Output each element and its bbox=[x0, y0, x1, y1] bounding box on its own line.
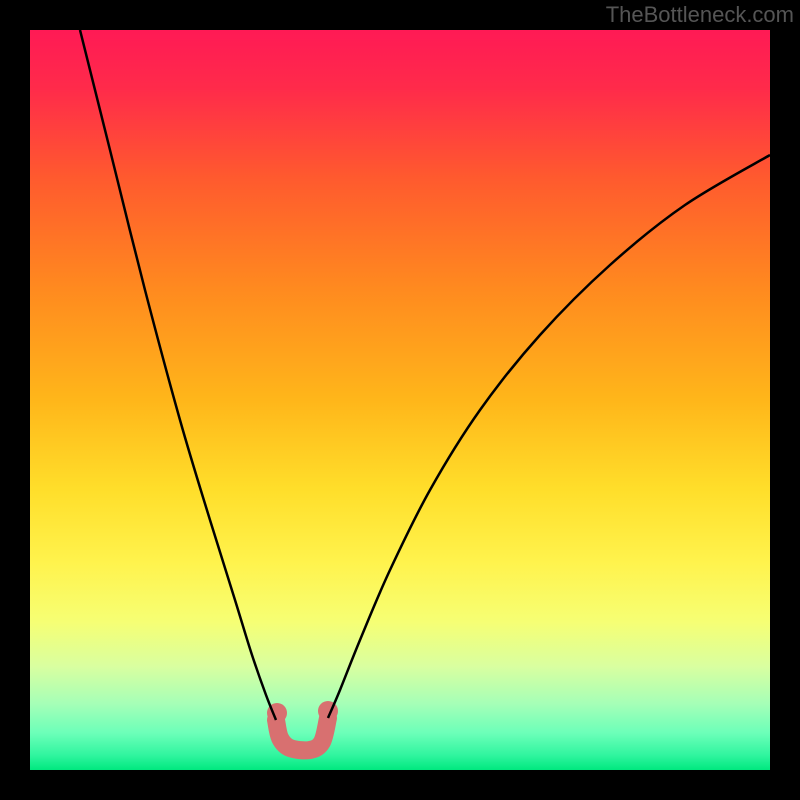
chart-svg bbox=[30, 30, 770, 770]
plot-area bbox=[30, 30, 770, 770]
chart-container: TheBottleneck.com bbox=[0, 0, 800, 800]
gradient-background bbox=[30, 30, 770, 770]
watermark-text: TheBottleneck.com bbox=[606, 2, 794, 28]
